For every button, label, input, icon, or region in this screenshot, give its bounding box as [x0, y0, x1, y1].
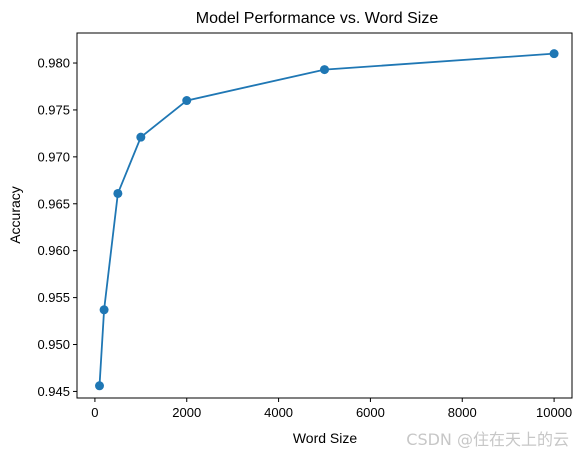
- y-tick-label: 0.945: [37, 384, 70, 399]
- data-point: [136, 132, 146, 142]
- data-point: [549, 49, 559, 59]
- y-tick-label: 0.960: [37, 243, 70, 258]
- y-tick-label: 0.950: [37, 337, 70, 352]
- y-tick-label: 0.965: [37, 196, 70, 211]
- data-point: [113, 188, 123, 198]
- x-tick-label: 10000: [536, 405, 572, 420]
- y-tick-label: 0.980: [37, 56, 70, 71]
- chart-title: Model Performance vs. Word Size: [196, 10, 439, 27]
- x-axis: 0 2000 4000 6000 8000 10000: [91, 398, 572, 420]
- data-point: [320, 65, 329, 75]
- y-axis: 0.945 0.950 0.955 0.960 0.965 0.970 0.975 0.980: [37, 56, 77, 399]
- x-tick-label: 8000: [448, 405, 477, 420]
- x-axis-title: Word Size: [293, 430, 358, 446]
- data-point: [99, 305, 109, 315]
- y-tick-label: 0.955: [37, 290, 70, 305]
- y-axis-title: Accuracy: [7, 186, 23, 244]
- x-tick-label: 4000: [264, 405, 293, 420]
- y-tick-label: 0.975: [37, 102, 70, 117]
- plot-area: [76, 32, 573, 399]
- data-point: [95, 381, 104, 391]
- data-point: [182, 96, 192, 106]
- watermark: CSDN @住在天上的云: [406, 430, 569, 449]
- series-line: [98, 52, 555, 386]
- data-series: [95, 49, 559, 391]
- x-tick-label: 2000: [172, 405, 201, 420]
- y-tick-label: 0.970: [37, 149, 70, 164]
- x-tick-label: 0: [91, 405, 98, 420]
- x-tick-label: 6000: [356, 405, 385, 420]
